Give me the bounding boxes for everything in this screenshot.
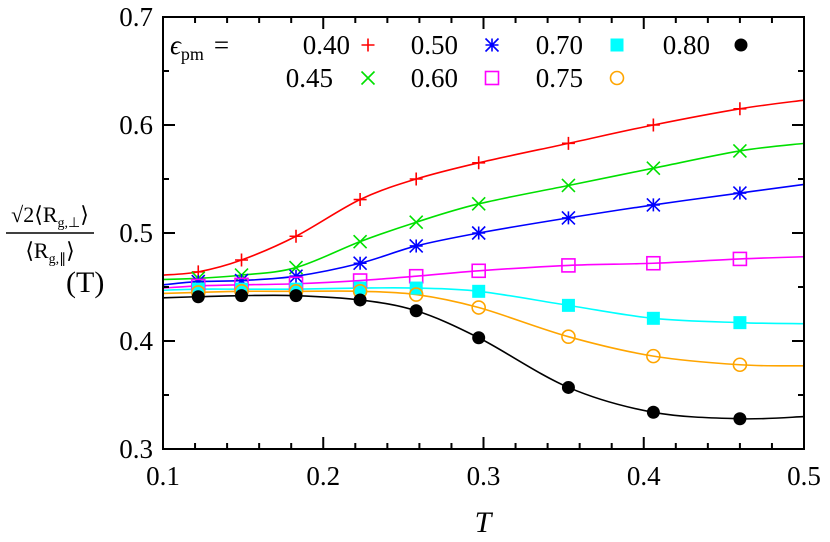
data-point-0.80 xyxy=(733,412,747,426)
data-point-0.45 xyxy=(732,143,747,158)
data-point-0.80 xyxy=(646,405,660,419)
data-point-0.80 xyxy=(472,331,486,345)
fit-curve-0.60 xyxy=(162,255,805,289)
legend-marker-0.40 xyxy=(361,38,375,52)
data-point-0.45 xyxy=(646,161,661,176)
data-point-0.45 xyxy=(471,196,486,211)
legend-marker-0.45 xyxy=(360,70,376,86)
y-tick-label: 0.7 xyxy=(119,2,153,32)
data-point-0.70 xyxy=(472,284,486,298)
x-axis-label: T xyxy=(475,506,494,539)
data-point-0.75 xyxy=(561,329,576,344)
data-point-0.75 xyxy=(732,357,748,373)
legend-marker-0.60 xyxy=(484,70,500,86)
data-point-0.50 xyxy=(561,210,576,225)
data-point-0.80 xyxy=(191,290,205,304)
data-point-0.60 xyxy=(646,255,661,271)
data-point-0.80 xyxy=(561,380,575,394)
data-point-0.50 xyxy=(353,256,368,271)
legend-prefix: ϵpm = xyxy=(170,30,229,64)
data-point-0.50 xyxy=(288,269,304,284)
data-point-0.50 xyxy=(191,274,206,289)
data-point-0.40 xyxy=(235,253,249,267)
y-tick-label: 0.4 xyxy=(119,326,153,356)
legend: ϵpm = 0.40 0.50 0.70 0.80 0.45 0.60 0.75 xyxy=(170,30,748,93)
y-tick-label: 0.5 xyxy=(119,218,153,248)
legend-marker-0.70 xyxy=(610,38,624,52)
data-point-0.40 xyxy=(409,172,423,186)
x-tick-label: 0.4 xyxy=(627,461,661,491)
axes: 0.1 0.2 0.3 0.4 0.5 0.3 0.4 0.5 0.6 0.7 xyxy=(119,2,821,491)
data-markers xyxy=(190,102,748,426)
data-point-0.45 xyxy=(561,178,576,193)
legend-label-0.60: 0.60 xyxy=(411,63,458,93)
legend-marker-0.50 xyxy=(484,37,500,53)
fit-curves xyxy=(162,99,805,420)
data-point-0.80 xyxy=(235,289,249,303)
data-point-0.70 xyxy=(561,298,575,312)
data-point-0.40 xyxy=(353,193,367,207)
data-point-0.45 xyxy=(409,215,424,230)
data-point-0.50 xyxy=(409,238,424,254)
data-point-0.75 xyxy=(408,287,424,302)
data-point-0.70 xyxy=(646,311,660,325)
legend-label-0.45: 0.45 xyxy=(286,63,333,93)
data-point-0.80 xyxy=(409,304,423,318)
fit-curve-0.40 xyxy=(162,99,805,276)
x-tick-label: 0.5 xyxy=(787,461,821,491)
legend-label-0.50: 0.50 xyxy=(411,30,458,60)
x-tick-label: 0.2 xyxy=(306,461,340,491)
legend-marker-0.80 xyxy=(734,38,748,52)
data-point-0.80 xyxy=(289,289,303,303)
fit-curve-0.80 xyxy=(162,294,805,420)
data-point-0.40 xyxy=(561,136,575,150)
legend-marker-0.75 xyxy=(609,70,625,86)
legend-label-0.70: 0.70 xyxy=(536,30,583,60)
y-label-suffix: (T) xyxy=(66,266,104,299)
data-point-0.40 xyxy=(472,156,486,170)
data-point-0.50 xyxy=(471,225,486,241)
data-point-0.70 xyxy=(353,281,367,295)
data-point-0.60 xyxy=(732,251,748,267)
legend-label-0.40: 0.40 xyxy=(303,30,350,60)
y-label-denominator: ⟨Rg,∥⟩ xyxy=(25,238,74,267)
data-point-0.75 xyxy=(646,348,661,364)
legend-label-0.80: 0.80 xyxy=(663,30,710,60)
data-point-0.50 xyxy=(732,185,747,201)
x-tick-label: 0.3 xyxy=(467,461,501,491)
data-point-0.50 xyxy=(646,197,661,212)
x-tick-label: 0.1 xyxy=(146,461,180,491)
fit-curve-0.45 xyxy=(162,142,805,281)
data-point-0.40 xyxy=(646,118,660,132)
y-label-numerator: √2⟨Rg,⊥⟩ xyxy=(11,202,89,231)
data-point-0.80 xyxy=(353,293,367,307)
data-point-0.60 xyxy=(471,263,486,279)
data-point-0.40 xyxy=(733,102,747,116)
data-point-0.45 xyxy=(353,234,368,249)
legend-label-0.75: 0.75 xyxy=(536,63,583,93)
y-tick-label: 0.3 xyxy=(119,434,153,464)
data-point-0.60 xyxy=(561,258,576,273)
data-point-0.40 xyxy=(289,229,303,243)
y-tick-label: 0.6 xyxy=(119,110,153,140)
data-point-0.75 xyxy=(471,300,486,315)
data-point-0.70 xyxy=(733,316,747,330)
y-axis-label: √2⟨Rg,⊥⟩ ⟨Rg,∥⟩ (T) xyxy=(6,202,104,299)
data-point-0.50 xyxy=(234,273,249,288)
